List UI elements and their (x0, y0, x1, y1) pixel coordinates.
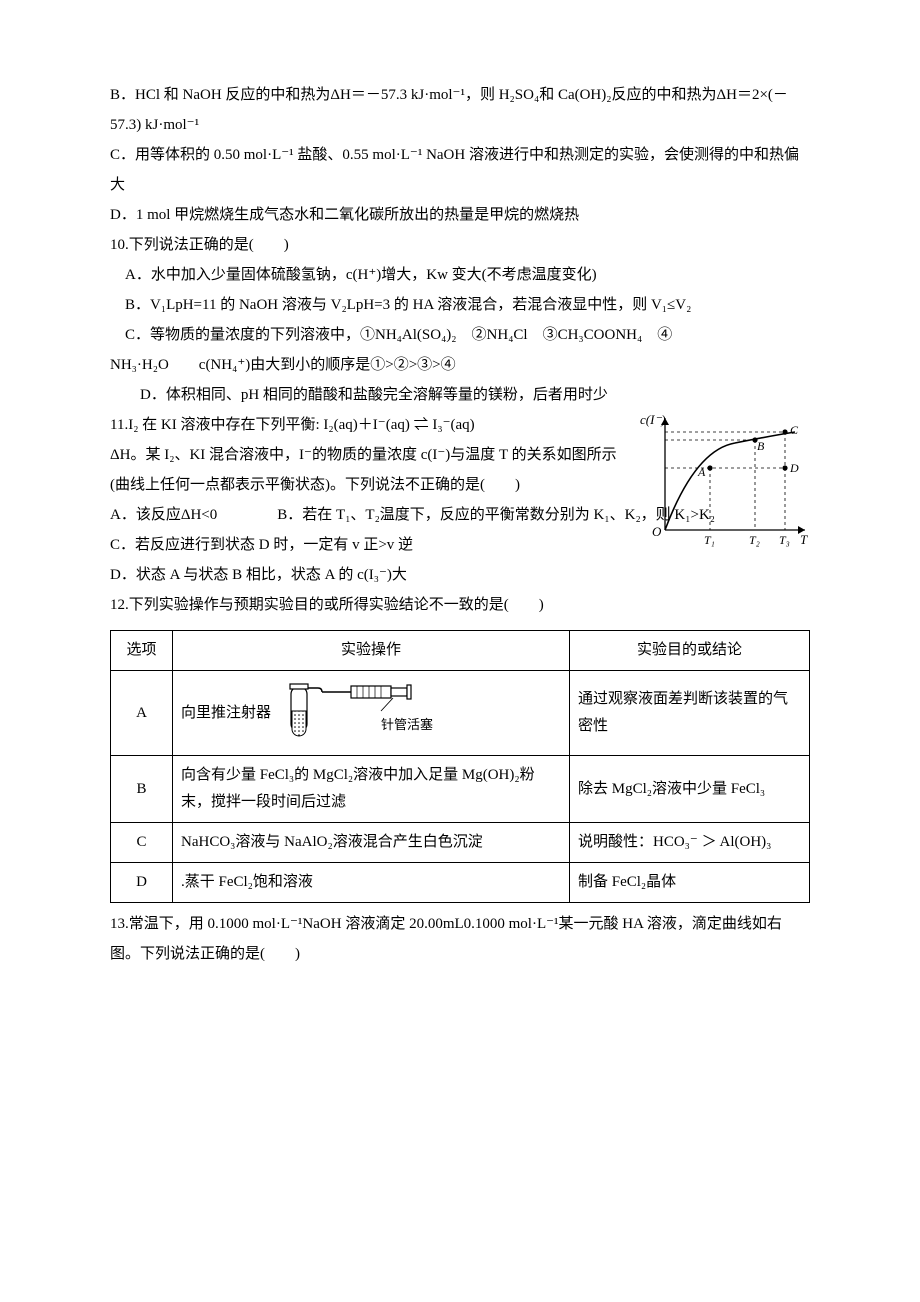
svg-text:C: C (790, 423, 799, 437)
row-a-diagram-label: 针管活塞 (381, 713, 433, 736)
row-d-opt: D (111, 863, 173, 903)
svg-text:D: D (789, 461, 799, 475)
q10-option-b: B．V₁LpH=11 的 NaOH 溶液与 V₂LpH=3 的 HA 溶液混合，… (110, 290, 810, 320)
q10-option-c-1: C．等物质的量浓度的下列溶液中，①NH₄Al(SO₄)₂ ②NH₄Cl ③CH₃… (110, 320, 810, 350)
q10-option-c-2: NH₃·H₂O c(NH₄⁺)由大到小的顺序是①>②>③>④ (110, 350, 810, 380)
row-a-result: 通过观察液面差判断该装置的气密性 (570, 671, 810, 756)
q11-wrapper: A B C D O T₁ T₂ T₃ T c(I⁻) 11.I₂ (110, 410, 810, 500)
table-row: A 向里推注射器 (111, 671, 810, 756)
svg-text:T: T (800, 532, 808, 547)
svg-text:A: A (697, 465, 706, 479)
table-header-row: 选项 实验操作 实验目的或结论 (111, 631, 810, 671)
q11-chart-svg: A B C D O T₁ T₂ T₃ T c(I⁻) (640, 410, 810, 550)
row-b-result: 除去 MgCl₂溶液中少量 FeCl₃ (570, 756, 810, 823)
header-operation: 实验操作 (173, 631, 570, 671)
q9-option-d: D．1 mol 甲烷燃烧生成气态水和二氧化碳所放出的热量是甲烷的燃烧热 (110, 200, 810, 230)
q9-option-b: B．HCl 和 NaOH 反应的中和热为ΔH＝－57.3 kJ·mol⁻¹，则 … (110, 80, 810, 140)
row-c-operation: NaHCO₃溶液与 NaAlO₂溶液混合产生白色沉淀 (173, 823, 570, 863)
row-c-opt: C (111, 823, 173, 863)
q9-option-c: C．用等体积的 0.50 mol·L⁻¹ 盐酸、0.55 mol·L⁻¹ NaO… (110, 140, 810, 200)
q10-option-a: A．水中加入少量固体硫酸氢钠，c(H⁺)增大，Kw 变大(不考虑温度变化) (110, 260, 810, 290)
row-c-result: 说明酸性：HCO₃⁻ ＞ Al(OH)₃ (570, 823, 810, 863)
q11-stem-2: ΔH。某 I₂、KI 混合溶液中，I⁻的物质的量浓度 c(I⁻)与温度 T 的关… (110, 440, 630, 500)
row-d-result: 制备 FeCl₂晶体 (570, 863, 810, 903)
q13-stem: 13.常温下，用 0.1000 mol·L⁻¹NaOH 溶液滴定 20.00mL… (110, 909, 810, 969)
q10-option-d: D．体积相同、pH 相同的醋酸和盐酸完全溶解等量的镁粉，后者用时少 (110, 380, 810, 410)
svg-text:T₃: T₃ (779, 533, 790, 547)
q11-chart: A B C D O T₁ T₂ T₃ T c(I⁻) (640, 410, 810, 550)
svg-text:T₁: T₁ (704, 533, 715, 547)
table-row: D .蒸干 FeCl₂饱和溶液 制备 FeCl₂晶体 (111, 863, 810, 903)
row-b-opt: B (111, 756, 173, 823)
q10-stem: 10.下列说法正确的是( ) (110, 230, 810, 260)
q11-option-d: D．状态 A 与状态 B 相比，状态 A 的 c(I₃⁻)大 (110, 560, 810, 590)
svg-text:c(I⁻): c(I⁻) (640, 412, 666, 427)
svg-text:T₂: T₂ (749, 533, 760, 547)
svg-text:B: B (757, 439, 765, 453)
table-row: B 向含有少量 FeCl₃的 MgCl₂溶液中加入足量 Mg(OH)₂粉末，搅拌… (111, 756, 810, 823)
row-b-operation: 向含有少量 FeCl₃的 MgCl₂溶液中加入足量 Mg(OH)₂粉末，搅拌一段… (173, 756, 570, 823)
row-a-op-text: 向里推注射器 (181, 700, 271, 727)
header-result: 实验目的或结论 (570, 631, 810, 671)
q12-table: 选项 实验操作 实验目的或结论 A 向里推注射器 (110, 630, 810, 903)
row-a-operation: 向里推注射器 (173, 671, 570, 756)
table-row: C NaHCO₃溶液与 NaAlO₂溶液混合产生白色沉淀 说明酸性：HCO₃⁻ … (111, 823, 810, 863)
header-option: 选项 (111, 631, 173, 671)
q12-stem: 12.下列实验操作与预期实验目的或所得实验结论不一致的是( ) (110, 590, 810, 620)
svg-text:O: O (652, 524, 662, 539)
q11-stem-1: 11.I₂ 在 KI 溶液中存在下列平衡: I₂(aq)＋I⁻(aq) ⇌ I₃… (110, 410, 630, 440)
row-a-opt: A (111, 671, 173, 756)
row-d-operation: .蒸干 FeCl₂饱和溶液 (173, 863, 570, 903)
